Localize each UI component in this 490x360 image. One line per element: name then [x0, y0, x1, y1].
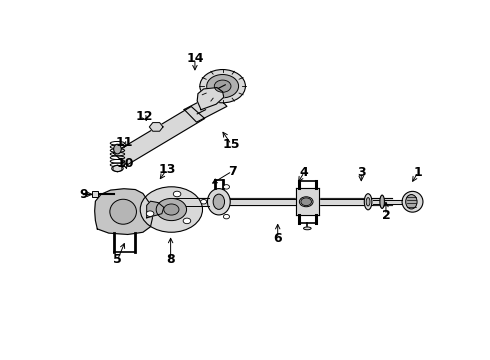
Polygon shape — [319, 199, 365, 204]
Text: 1: 1 — [414, 166, 422, 179]
Ellipse shape — [380, 195, 385, 208]
Ellipse shape — [114, 144, 121, 154]
Circle shape — [223, 185, 229, 189]
Polygon shape — [116, 198, 392, 205]
Circle shape — [299, 197, 313, 207]
Circle shape — [173, 191, 181, 197]
Text: 8: 8 — [166, 253, 175, 266]
Circle shape — [156, 198, 187, 221]
Polygon shape — [147, 201, 164, 218]
Polygon shape — [372, 199, 402, 204]
Circle shape — [223, 215, 229, 219]
Text: 13: 13 — [158, 163, 175, 176]
Text: 11: 11 — [115, 136, 133, 149]
Circle shape — [200, 69, 245, 103]
Polygon shape — [184, 94, 227, 122]
Polygon shape — [197, 87, 224, 110]
Bar — [92, 191, 98, 197]
Polygon shape — [296, 188, 319, 215]
Polygon shape — [113, 107, 205, 165]
Text: 4: 4 — [300, 166, 309, 179]
Ellipse shape — [366, 198, 370, 206]
Text: 6: 6 — [273, 232, 282, 245]
Circle shape — [140, 187, 202, 232]
Ellipse shape — [207, 189, 230, 215]
Text: 15: 15 — [222, 138, 240, 151]
Circle shape — [200, 199, 207, 204]
Polygon shape — [95, 189, 152, 234]
Ellipse shape — [110, 199, 136, 224]
Ellipse shape — [364, 194, 372, 210]
Circle shape — [301, 198, 312, 206]
Circle shape — [147, 211, 154, 216]
Ellipse shape — [406, 194, 417, 209]
Text: 14: 14 — [186, 52, 204, 65]
Ellipse shape — [213, 194, 224, 210]
Ellipse shape — [112, 166, 123, 172]
Circle shape — [183, 218, 191, 224]
Polygon shape — [149, 123, 163, 131]
Text: 10: 10 — [116, 157, 134, 170]
Text: 9: 9 — [80, 188, 88, 201]
Ellipse shape — [303, 227, 311, 230]
Polygon shape — [173, 198, 209, 206]
Text: 2: 2 — [382, 208, 391, 221]
Circle shape — [214, 80, 231, 92]
Circle shape — [207, 75, 239, 98]
Text: 5: 5 — [113, 253, 122, 266]
Text: 12: 12 — [135, 110, 153, 123]
Text: 7: 7 — [228, 165, 237, 178]
Polygon shape — [230, 199, 296, 204]
Text: 3: 3 — [357, 166, 366, 179]
Circle shape — [164, 204, 179, 215]
Ellipse shape — [402, 192, 423, 212]
